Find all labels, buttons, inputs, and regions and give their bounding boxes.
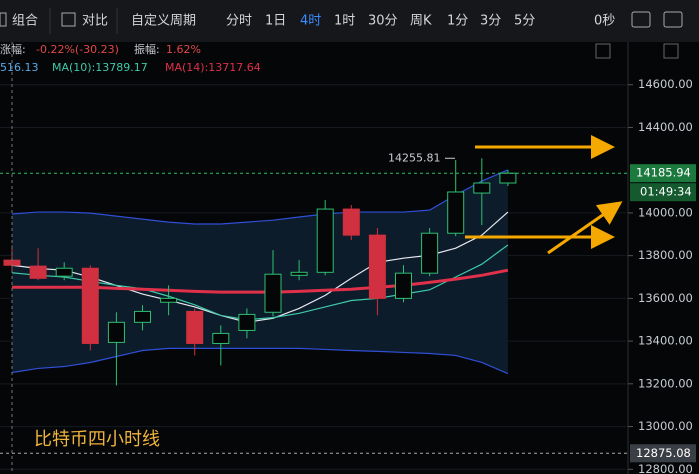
price-tag [630,164,696,183]
candle-body [395,272,412,299]
annotation: 比特币四小时线 [34,429,160,450]
tab[interactable]: 自定义周期 [131,14,196,29]
expand-icon[interactable] [595,43,611,59]
candle-body [212,332,230,344]
tab[interactable]: 3分 [480,14,501,29]
tab[interactable]: 组合 [12,14,38,29]
tab[interactable]: 1时 [334,14,355,29]
countdown-tag [630,183,696,202]
candle-body [264,273,282,313]
icon [0,12,7,27]
marker-tag [630,444,696,463]
candle-body [29,265,47,279]
candle-body [238,313,256,331]
max-label: 14255.81 [388,151,441,164]
tab[interactable]: 分时 [226,14,252,29]
tab[interactable]: 30分 [368,14,398,29]
tab[interactable]: 周K [410,14,432,29]
candle-body [447,191,465,234]
stat-label: 涨幅: [0,43,26,56]
marker-price: 12875.08 [636,446,691,460]
tab[interactable]: 1日 [265,14,286,29]
stat-value: -0.22%(-30.23) [36,43,119,56]
tab[interactable]: 对比 [82,14,108,29]
last-price: 14185.94 [636,166,691,180]
tab[interactable]: 5分 [514,14,535,29]
settings-icon[interactable] [663,11,683,28]
y-tick-label: 14400.00 [638,120,693,134]
y-tick-label: 13600.00 [638,291,693,305]
countdown: 01:49:34 [640,185,692,199]
tab[interactable]: 0秒 [594,14,615,29]
candle-body [473,182,491,194]
candle-body [421,232,439,274]
candle-body [55,267,73,277]
ma-label: MA(10):13789.17 [52,61,148,74]
band-upper [11,169,509,225]
candle-body [290,271,308,276]
stat-value: 1.62% [166,43,201,56]
candle-body [81,267,99,344]
ma-label: MA(14):13717.64 [165,61,261,74]
y-tick-label: 14000.00 [638,205,693,219]
candle-body [107,321,125,343]
icon [61,12,76,27]
tab[interactable]: 1分 [447,14,468,29]
candle-body [499,172,517,184]
y-tick-label: 14600.00 [638,77,693,91]
ma-label: 516.13 [0,61,39,74]
expand-icon[interactable] [663,43,679,59]
camera-icon[interactable] [631,11,651,28]
tab-active[interactable]: 4时 [300,14,321,29]
y-tick-label: 13800.00 [638,248,693,262]
candle-body [316,208,334,273]
candle-body [186,310,204,344]
y-tick-label: 13400.00 [638,334,693,348]
candle-body [134,310,151,323]
candle-body [160,297,178,303]
plot: 14600.00 14400.00 14000.00 13800.00 13600.00… [0,77,693,474]
y-tick-label: 13000.00 [638,419,693,433]
candle-body [342,208,360,236]
toolbar-items: 组合 对比 自定义周期 分时 1日 4时 1时 30分 周K 1分 3分 5分 … [12,14,615,29]
y-tick-label: 13200.00 [638,376,693,390]
stat-label: 振幅: [134,42,160,56]
arrow [547,201,623,255]
y-tick-label: 12800.00 [638,462,693,474]
band-lower [11,347,509,375]
candle-body [368,234,386,299]
